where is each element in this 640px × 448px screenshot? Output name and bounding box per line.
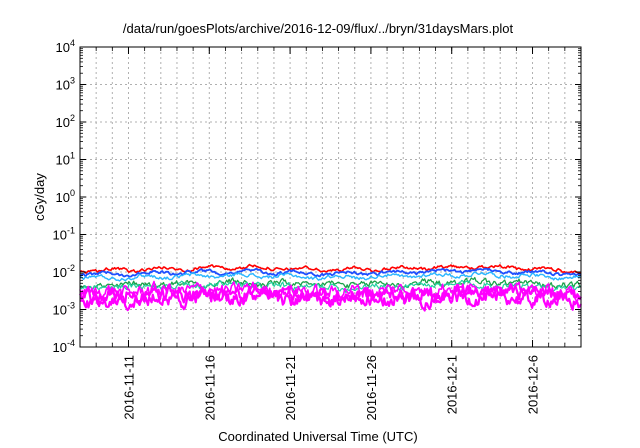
y-tick-label: 103	[56, 76, 75, 93]
y-tick-label: 100	[56, 188, 75, 205]
x-tick-label: 2016-11-26	[364, 355, 379, 421]
y-axis-label: cGy/day	[32, 173, 47, 221]
x-tick-label: 2016-12-1	[445, 355, 460, 414]
plot-series	[79, 263, 582, 312]
series-line	[79, 271, 582, 282]
x-tick-label: 2016-12-6	[526, 355, 541, 414]
x-tick-label: 2016-11-11	[121, 355, 136, 420]
axis-ticks: 10-4 10-3 10-2 10-1 100 101 102 103 104 2016-11-1…	[53, 38, 581, 421]
x-tick-label: 2016-11-16	[202, 355, 217, 421]
y-tick-label: 10-3	[53, 301, 75, 318]
series-line	[79, 280, 582, 302]
x-tick-label: 2016-11-21	[283, 355, 298, 421]
series-line	[79, 286, 582, 312]
chart-title: /data/run/goesPlots/archive/2016-12-09/f…	[123, 21, 514, 36]
y-tick-label: 10-4	[53, 338, 75, 355]
y-tick-label: 10-2	[53, 263, 75, 280]
y-tick-label: 102	[56, 113, 75, 130]
y-tick-label: 10-1	[53, 226, 75, 243]
series-line	[79, 267, 582, 278]
y-tick-label: 104	[56, 38, 75, 55]
y-tick-label: 101	[56, 151, 75, 168]
series-line	[79, 263, 582, 274]
x-axis-label: Coordinated Universal Time (UTC)	[218, 429, 417, 444]
